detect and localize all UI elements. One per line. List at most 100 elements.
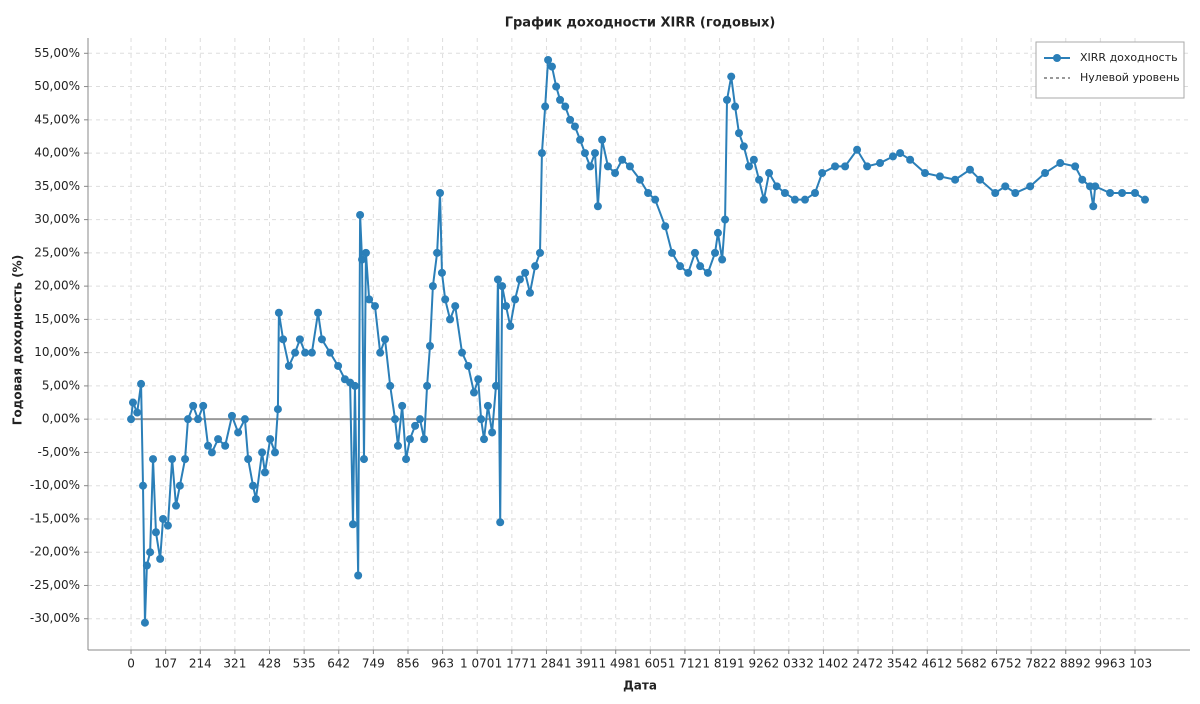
y-tick-label: -30,00% <box>30 611 80 625</box>
x-tick-label: 321 <box>223 657 246 671</box>
data-point <box>458 348 467 357</box>
data-point <box>334 361 343 370</box>
data-point <box>234 428 243 437</box>
y-tick-label: 35,00% <box>34 179 80 193</box>
x-tick-label: 428 <box>258 657 281 671</box>
x-tick-label: 2 247 <box>841 657 875 671</box>
data-point <box>146 548 155 557</box>
data-point <box>446 315 455 324</box>
data-point <box>159 514 168 523</box>
data-point <box>365 295 374 304</box>
x-tick-label: 1 712 <box>668 657 702 671</box>
x-tick-label: 1 498 <box>599 657 633 671</box>
data-point <box>348 520 357 529</box>
x-tick-label: 749 <box>362 657 385 671</box>
legend-label: Нулевой уровень <box>1080 71 1180 84</box>
data-point <box>651 195 660 204</box>
data-point <box>896 149 905 158</box>
data-point <box>354 571 363 580</box>
data-point <box>690 248 699 257</box>
data-point <box>451 302 460 311</box>
x-tick-label: 2 461 <box>910 657 944 671</box>
data-point <box>611 169 620 178</box>
data-point <box>745 162 754 171</box>
data-point <box>703 268 712 277</box>
data-point <box>935 172 944 181</box>
data-point <box>831 162 840 171</box>
data-point <box>818 169 827 178</box>
data-point <box>244 455 253 464</box>
data-point <box>853 145 862 154</box>
data-point <box>991 188 1000 197</box>
legend-label: XIRR доходность <box>1080 51 1178 64</box>
data-point <box>780 188 789 197</box>
data-point <box>1106 188 1115 197</box>
data-point <box>204 441 213 450</box>
data-point <box>644 188 653 197</box>
data-point <box>356 210 365 219</box>
data-point <box>586 162 595 171</box>
data-point <box>227 411 236 420</box>
data-point <box>711 248 720 257</box>
data-point <box>273 405 282 414</box>
data-point <box>295 335 304 344</box>
y-tick-label: 15,00% <box>34 312 80 326</box>
x-tick-label: 963 <box>431 657 454 671</box>
y-tick-label: 25,00% <box>34 245 80 259</box>
data-point <box>350 381 359 390</box>
data-point <box>603 162 612 171</box>
x-tick-label: 1 926 <box>737 657 771 671</box>
data-point <box>425 341 434 350</box>
x-tick-label: 2 996 <box>1083 657 1117 671</box>
data-point <box>511 295 520 304</box>
x-tick-label: 2 675 <box>979 657 1013 671</box>
data-point <box>537 149 546 158</box>
x-tick-label: 3 103 <box>1118 657 1152 671</box>
data-point <box>906 155 915 164</box>
data-point <box>713 228 722 237</box>
y-tick-label: 50,00% <box>34 79 80 93</box>
y-axis-label: Годовая доходность (%) <box>11 255 25 425</box>
data-point <box>739 142 748 151</box>
data-point <box>493 275 502 284</box>
data-point <box>502 302 511 311</box>
data-point <box>221 441 230 450</box>
data-point <box>718 255 727 264</box>
data-point <box>521 268 530 277</box>
data-point <box>142 561 151 570</box>
data-point <box>207 448 216 457</box>
data-point <box>214 435 223 444</box>
x-tick-label: 2 889 <box>1049 657 1083 671</box>
data-point <box>398 401 407 410</box>
data-point <box>279 335 288 344</box>
data-point <box>137 379 146 388</box>
data-point <box>541 102 550 111</box>
x-tick-label: 2 568 <box>945 657 979 671</box>
data-point <box>437 268 446 277</box>
data-point <box>696 262 705 271</box>
data-point <box>498 282 507 291</box>
data-point <box>163 521 172 530</box>
y-tick-label: 5,00% <box>42 378 80 392</box>
x-tick-label: 2 140 <box>806 657 840 671</box>
data-point <box>635 175 644 184</box>
data-point <box>127 415 136 424</box>
data-point <box>734 129 743 138</box>
data-point <box>381 335 390 344</box>
data-point <box>199 401 208 410</box>
data-point <box>391 415 400 424</box>
data-point <box>271 448 280 457</box>
data-point <box>1026 182 1035 191</box>
x-tick-label: 642 <box>327 657 350 671</box>
data-point <box>436 188 445 197</box>
x-tick-label: 856 <box>397 657 420 671</box>
data-point <box>420 435 429 444</box>
y-tick-label: -15,00% <box>30 511 80 525</box>
data-point <box>759 195 768 204</box>
data-point <box>965 165 974 174</box>
data-point <box>755 175 764 184</box>
data-point <box>266 435 275 444</box>
data-point <box>307 348 316 357</box>
